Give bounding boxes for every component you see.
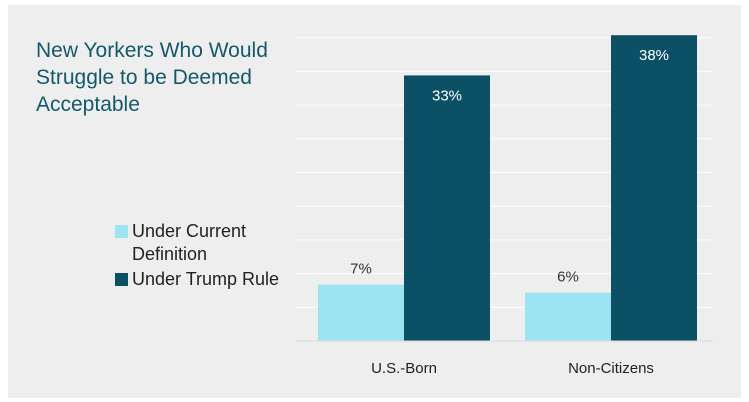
bar-trump-0 (404, 75, 490, 341)
bar-current-1 (525, 292, 611, 341)
legend-swatch-current (115, 225, 128, 238)
legend-item-current: Under Current Definition (115, 220, 295, 266)
data-label-trump-1: 38% (639, 47, 669, 64)
data-label-current-0: 7% (350, 261, 372, 278)
legend-item-trump: Under Trump Rule (115, 268, 295, 291)
bar-current-0 (318, 284, 404, 341)
data-label-current-1: 6% (557, 269, 579, 286)
legend-label-trump: Under Trump Rule (132, 269, 280, 289)
bar-trump-1 (611, 35, 697, 341)
chart-legend: Under Current Definition Under Trump Rul… (115, 220, 295, 293)
chart-title: New Yorkers Who Would Struggle to be Dee… (36, 39, 268, 116)
category-label-1: Non-Citizens (568, 360, 654, 377)
category-label-0: U.S.-Born (371, 360, 437, 377)
data-label-trump-0: 33% (432, 87, 462, 104)
legend-swatch-trump (115, 273, 128, 286)
legend-label-current: Under Current Definition (132, 221, 247, 264)
